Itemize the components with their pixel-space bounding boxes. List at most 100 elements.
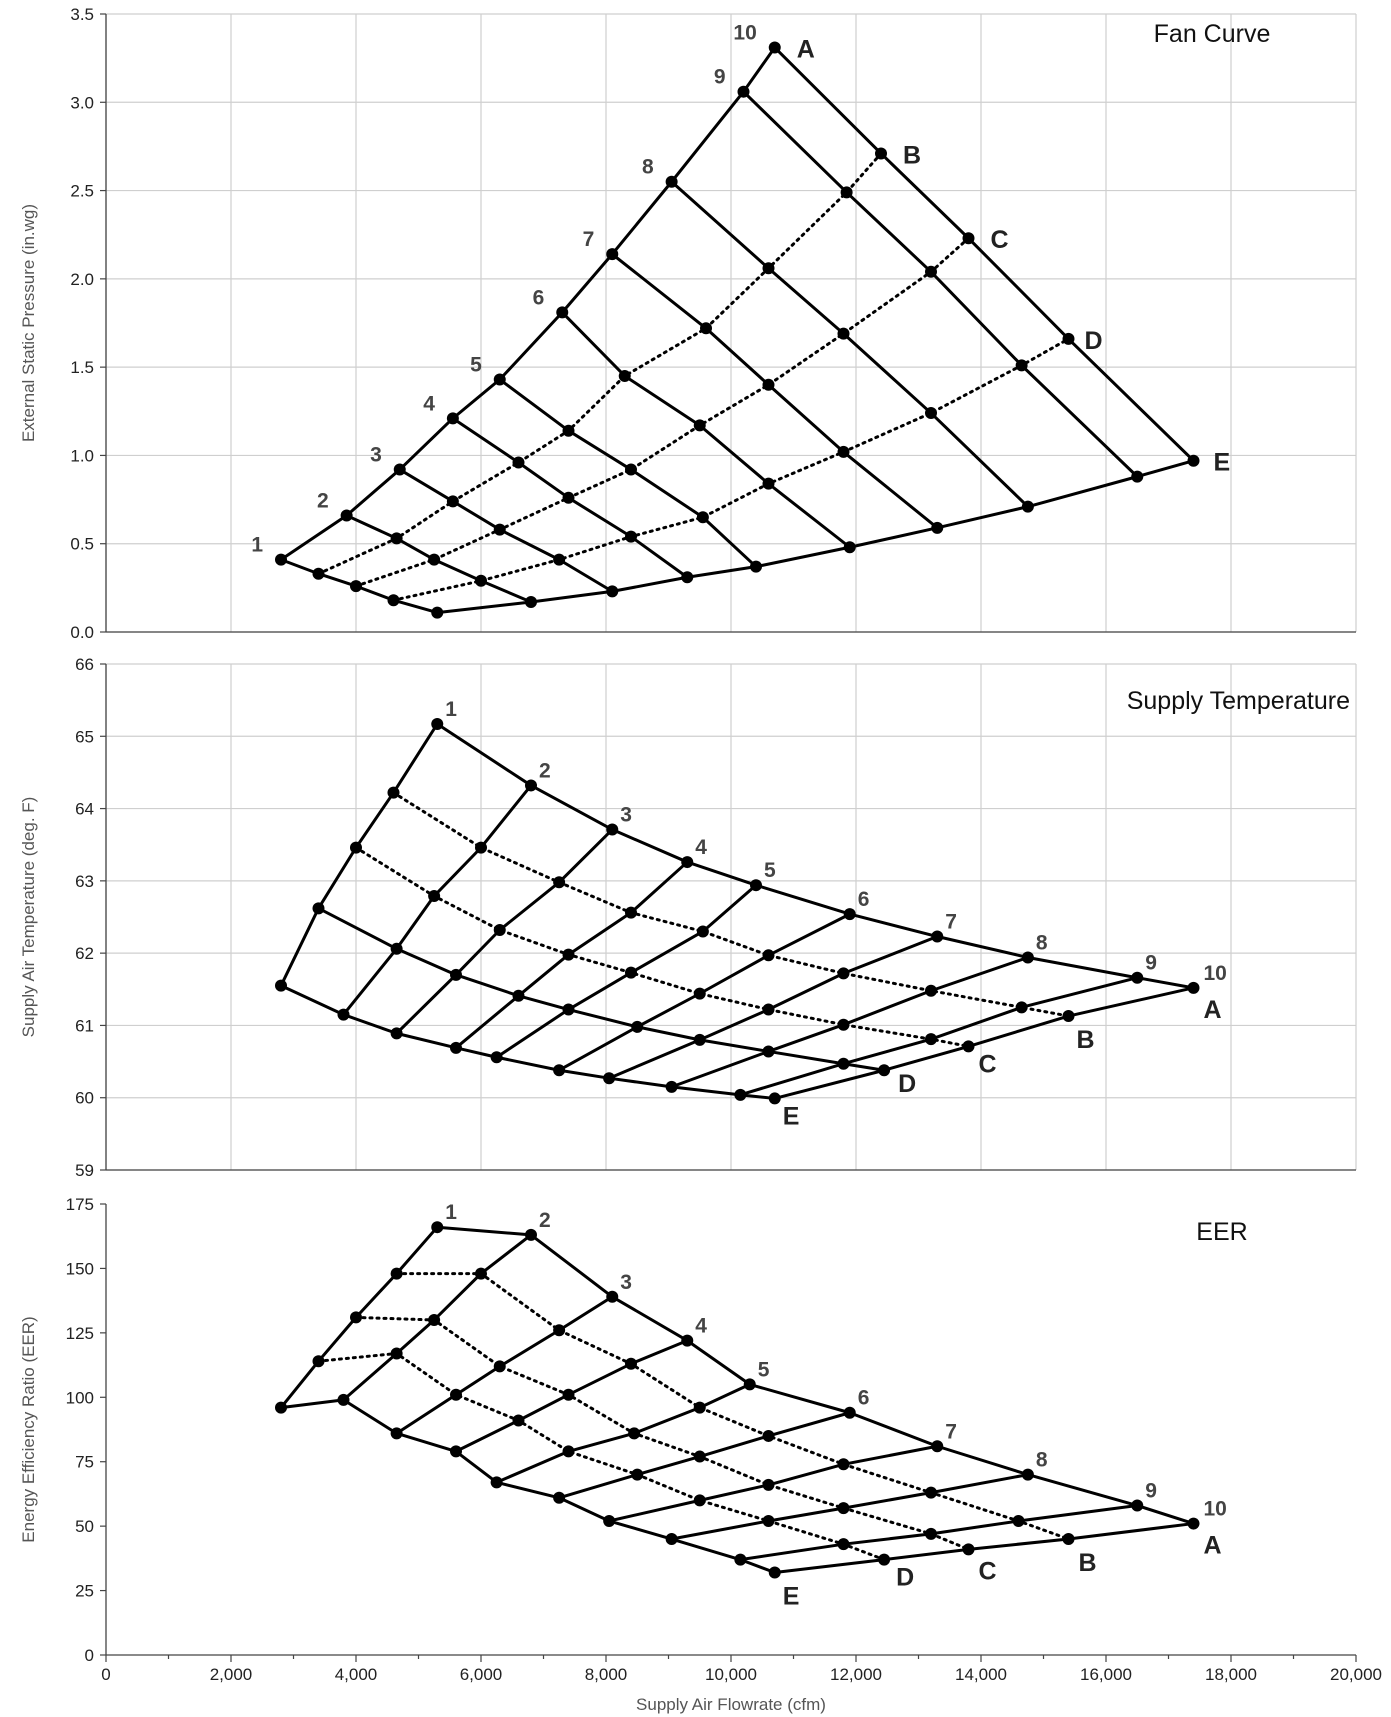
data-point-D-1 xyxy=(312,902,325,915)
data-point-B-3 xyxy=(553,1324,566,1337)
data-point-D-1 xyxy=(387,594,400,607)
data-point-C-7 xyxy=(762,378,775,391)
y-tick-label: 60 xyxy=(75,1089,94,1108)
y-tick-label: 25 xyxy=(75,1582,94,1601)
column-label-3: 3 xyxy=(370,444,382,467)
data-point-D-5 xyxy=(562,1445,575,1458)
series-line-E xyxy=(280,1398,776,1574)
series-line-E xyxy=(280,984,775,1100)
column-line-3 xyxy=(398,468,614,593)
column-label-9: 9 xyxy=(1145,1480,1157,1503)
row-label-A: A xyxy=(1204,996,1222,1024)
series-line-A xyxy=(436,722,1194,990)
y-tick-label: 1.0 xyxy=(70,446,94,465)
data-point-C-7 xyxy=(762,1478,775,1491)
data-point-E-7 xyxy=(603,1072,616,1085)
data-point-A-3 xyxy=(606,823,619,836)
column-label-5: 5 xyxy=(764,859,776,882)
data-point-D-2 xyxy=(390,942,403,955)
y-axis-title: Energy Efficiency Ratio (EER) xyxy=(19,1316,38,1542)
data-point-D-8 xyxy=(762,1045,775,1058)
data-point-C-8 xyxy=(837,1018,850,1031)
data-point-B-4 xyxy=(625,906,637,919)
data-point-E-1 xyxy=(431,606,444,619)
column-line-5 xyxy=(496,1383,751,1484)
x-tick-label: 10,000 xyxy=(705,1665,757,1684)
data-point-D-10 xyxy=(878,1553,891,1566)
data-point-A-4 xyxy=(446,412,459,425)
x-tick-label: 18,000 xyxy=(1205,1665,1257,1684)
column-label-6: 6 xyxy=(858,1387,870,1410)
y-tick-label: 66 xyxy=(75,655,94,674)
data-point-C-3 xyxy=(493,1360,506,1373)
data-point-E-10 xyxy=(768,1092,781,1105)
data-point-D-7 xyxy=(837,445,850,458)
column-label-7: 7 xyxy=(945,1420,957,1443)
row-label-D: D xyxy=(898,1070,916,1098)
row-label-C: C xyxy=(991,226,1009,254)
data-point-C-5 xyxy=(625,966,637,979)
column-label-4: 4 xyxy=(695,836,707,859)
data-point-D-3 xyxy=(553,553,566,566)
data-point-B-1 xyxy=(312,567,325,580)
column-line-8 xyxy=(671,956,1029,1089)
row-label-E: E xyxy=(783,1583,800,1611)
data-point-E-8 xyxy=(665,1080,678,1093)
x-tick-label: 8,000 xyxy=(585,1665,628,1684)
data-point-A-4 xyxy=(681,856,694,869)
data-point-C-9 xyxy=(925,1527,937,1540)
row-label-C: C xyxy=(979,1050,997,1078)
data-point-C-10 xyxy=(962,1543,975,1556)
x-tick-label: 20,000 xyxy=(1330,1665,1382,1684)
data-point-E-6 xyxy=(843,541,856,554)
y-tick-label: 150 xyxy=(66,1259,94,1278)
column-label-4: 4 xyxy=(695,1315,707,1338)
column-label-2: 2 xyxy=(539,759,551,782)
data-point-E-1 xyxy=(275,1401,287,1414)
data-point-E-2 xyxy=(337,1008,350,1021)
row-label-E: E xyxy=(1214,449,1231,477)
series-line-D xyxy=(392,337,1070,602)
data-point-E-6 xyxy=(553,1491,566,1504)
y-tick-label: 63 xyxy=(75,872,94,891)
column-line-10 xyxy=(774,986,1194,1100)
data-point-C-6 xyxy=(693,987,706,1000)
data-point-B-9 xyxy=(1012,1514,1025,1527)
data-point-D-6 xyxy=(631,1020,644,1033)
column-label-8: 8 xyxy=(642,156,654,179)
data-point-E-3 xyxy=(390,1027,403,1040)
data-point-D-8 xyxy=(925,407,937,420)
data-point-E-2 xyxy=(525,595,537,608)
data-point-A-1 xyxy=(431,717,444,730)
data-point-D-2 xyxy=(475,574,487,587)
y-tick-label: 2.5 xyxy=(70,182,94,201)
x-tick-label: 16,000 xyxy=(1080,1665,1132,1684)
column-label-4: 4 xyxy=(423,392,435,415)
column-label-3: 3 xyxy=(620,804,632,827)
series-line-A xyxy=(280,46,776,561)
data-point-A-2 xyxy=(525,1228,537,1241)
column-line-10 xyxy=(773,46,1195,462)
data-point-B-2 xyxy=(475,1267,487,1280)
data-point-B-10 xyxy=(1062,1010,1075,1023)
data-point-C-9 xyxy=(925,1033,937,1046)
data-point-D-3 xyxy=(450,1388,462,1401)
data-point-E-1 xyxy=(275,979,287,992)
data-point-A-10 xyxy=(1187,981,1200,994)
data-point-A-9 xyxy=(1131,971,1144,984)
data-point-C-8 xyxy=(837,1502,850,1515)
data-point-A-7 xyxy=(931,1440,944,1453)
data-point-B-9 xyxy=(1015,1001,1028,1014)
data-point-C-4 xyxy=(562,948,575,961)
data-point-C-5 xyxy=(628,1427,641,1440)
x-axis-title: Supply Air Flowrate (cfm) xyxy=(636,1695,826,1714)
data-point-E-6 xyxy=(553,1064,566,1077)
data-point-D-1 xyxy=(312,1355,325,1368)
data-point-E-9 xyxy=(1131,470,1144,483)
data-point-A-5 xyxy=(493,373,506,386)
column-label-9: 9 xyxy=(1145,952,1157,975)
column-label-10: 10 xyxy=(733,22,756,45)
data-point-E-4 xyxy=(450,1445,462,1458)
series-line-B xyxy=(395,1272,1070,1541)
data-point-A-2 xyxy=(525,779,537,792)
